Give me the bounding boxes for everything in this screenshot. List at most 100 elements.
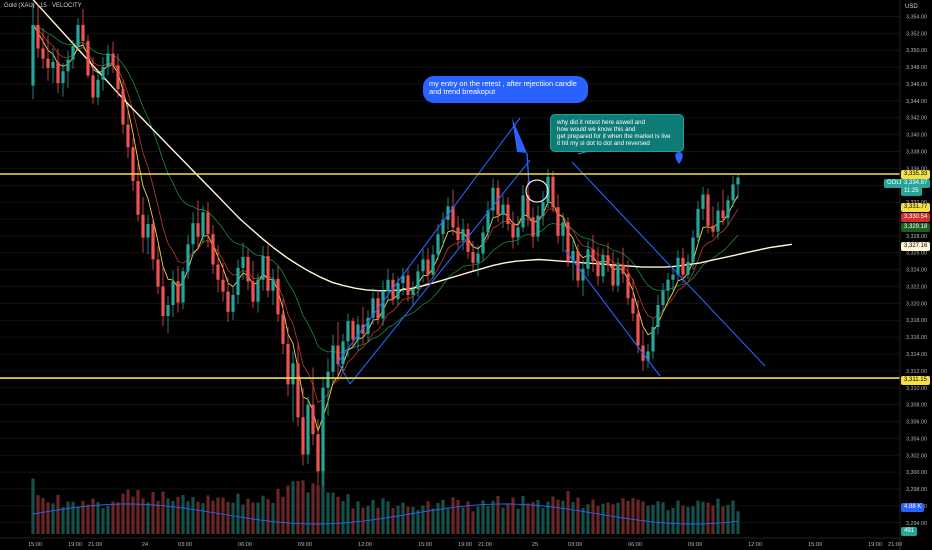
candle-body [196,223,200,237]
volume-bar [316,485,320,534]
candle-body [301,417,305,455]
candle-body [96,79,100,98]
y-tick-label: 3,324.00 [906,268,927,274]
volume-bar [131,496,135,534]
candle-body [691,237,695,263]
entry-arrow [512,118,527,153]
price-tag-2: 3,330.54 [901,213,931,222]
volume-bar [51,503,55,534]
volume-bar [436,502,440,534]
volume-bar [201,503,205,534]
candle-body [501,204,505,215]
candle-body [506,204,510,225]
candle-body [256,279,260,302]
y-tick-label: 3,354.00 [906,14,927,20]
volume-bar [421,505,425,534]
y-tick-label: 3,294.00 [906,521,927,527]
volume-bar [451,497,455,534]
candle-body [666,279,670,291]
candle-body [241,256,245,268]
candle-body [246,256,250,282]
candle-body [156,259,160,287]
candle-body [656,305,660,327]
retest-circle [525,179,549,203]
channel-upper-line [337,117,521,363]
candle-body [56,62,60,84]
candle-body [46,58,50,68]
volume-bar [411,506,415,534]
entry-callout[interactable]: my entry on the retest , after rejectiio… [423,76,588,103]
time-axis[interactable]: 15:00 19:00 21:00 24 03:00 06:00 09:00 12:00 15:… [0,537,932,548]
volume-bar [121,493,125,534]
candle-body [126,124,130,148]
countdown-tag: 11:25 [901,187,922,196]
y-tick-label: 3,346.00 [906,82,927,88]
volume-bar [296,481,300,534]
x-tick-label: 24 [142,542,148,548]
y-tick-label: 3,340.00 [906,133,927,139]
candle-body [551,176,555,208]
question-line-3: get prepared for it when the market is l… [557,133,671,140]
candle-body [91,75,95,98]
candle-body [431,254,435,275]
volume-bar [541,507,545,534]
candle-body [606,255,610,266]
candle-body [676,257,680,275]
candle-body [561,222,565,236]
volume-bar [616,502,620,534]
candle-body [261,256,265,280]
volume-bars [31,470,740,534]
volume-bar [506,503,510,534]
candle-body [336,345,340,365]
candle-body [471,251,475,263]
candle-body [586,249,590,269]
candle-body [36,24,40,49]
y-tick-label: 3,348.00 [906,65,927,71]
volume-bar [146,502,150,534]
candle-body [531,217,535,237]
candle-body [171,281,175,306]
volume-bar [101,508,105,534]
volume-bar [191,497,195,534]
volume-bar [586,504,590,534]
candle-body [281,314,285,344]
candle-body [161,286,165,317]
volume-bar [716,498,720,534]
candle-body [496,187,500,215]
x-tick-label: 21:00 [478,542,492,548]
candle-body [106,53,110,68]
volume-bar [446,507,450,534]
volume-bar [466,501,470,534]
volume-bar [171,500,175,534]
candle-body [706,194,710,226]
candle-body [276,278,280,315]
candle-body [486,210,490,233]
volume-bar [426,501,430,534]
volume-tag: 4.88 K [901,503,925,512]
volume-bar [216,497,220,534]
candle-body [146,224,150,238]
x-tick-label: 25 [532,542,538,548]
candle-body [726,200,730,219]
candle-body [381,291,385,319]
volume-bar [596,505,600,534]
candle-body [121,89,125,125]
candle-body [386,279,390,292]
volume-bar [676,500,680,534]
trendline-drawings[interactable] [337,117,766,385]
y-tick-label: 3,322.00 [906,284,927,290]
volume-bar [301,480,305,534]
candle-body [631,298,635,314]
channel-lower-line [349,159,531,385]
candle-body [566,222,570,262]
question-callout[interactable]: why did it retest here aswell and how wo… [550,114,684,152]
volume-bar [656,501,660,534]
volume-bar [601,503,605,534]
horizontal-levels[interactable] [0,173,900,379]
volume-bar [336,496,340,534]
candle-body [296,363,300,418]
volume-bar [206,495,210,534]
last-price-tag: 3,334.87 [901,179,931,188]
y-tick-label: 3,318.00 [906,318,927,324]
candle-body [291,363,295,385]
